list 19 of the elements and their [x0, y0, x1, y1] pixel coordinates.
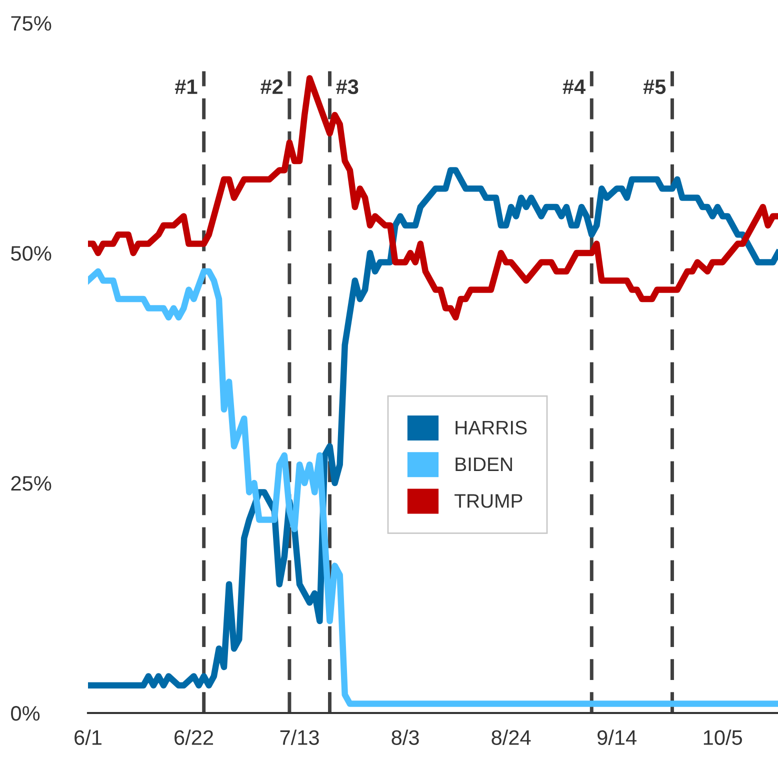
- x-tick-label: 8/24: [492, 730, 531, 745]
- ref-line-label: #1: [174, 80, 198, 94]
- x-tick-label: 6/22: [174, 730, 213, 745]
- x-tick-label: 6/1: [74, 730, 102, 745]
- y-tick-label: 25%: [11, 476, 52, 491]
- ref-line-label: #2: [260, 79, 283, 94]
- legend-label: HARRIS: [456, 420, 527, 435]
- x-tick-label: 8/3: [392, 730, 419, 745]
- x-tick-label: 7/13: [280, 730, 319, 745]
- ref-line-label: #5: [643, 80, 666, 94]
- legend-label: BIDEN: [456, 458, 512, 471]
- y-tick-label: 0%: [11, 706, 40, 721]
- legend-label: TRUMP: [454, 494, 522, 508]
- x-tick-label: 10/5: [704, 730, 742, 745]
- y-tick-label: 50%: [11, 246, 52, 261]
- y-tick-label: 75%: [11, 16, 52, 31]
- ref-line-label: #4: [562, 80, 586, 94]
- x-tick-label: 9/14: [598, 730, 636, 745]
- ref-line-label: #3: [336, 79, 358, 94]
